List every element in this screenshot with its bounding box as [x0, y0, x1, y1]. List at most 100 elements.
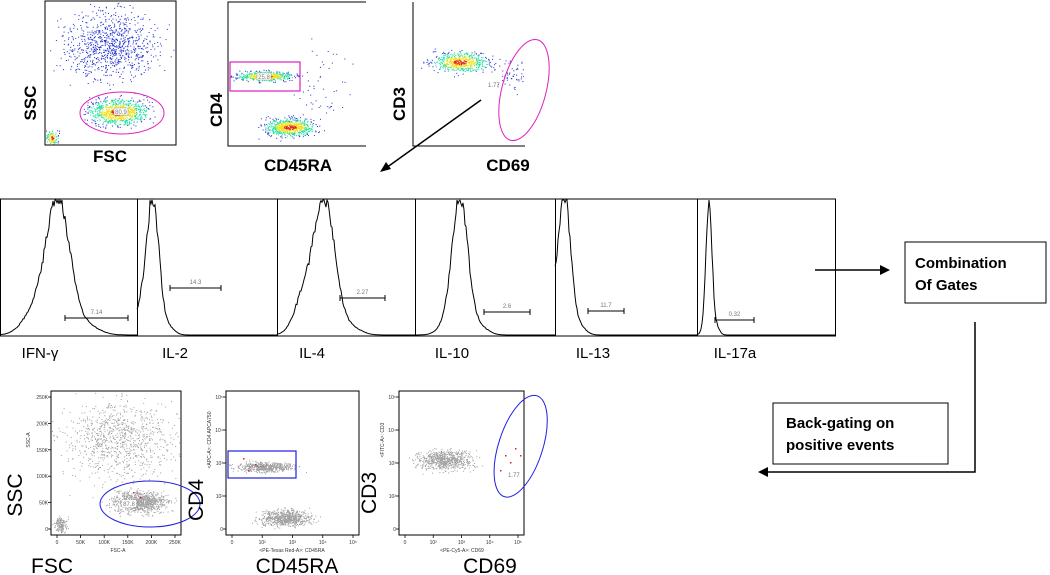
event-dot — [275, 127, 277, 129]
event-dot — [99, 52, 101, 54]
event-dot — [104, 50, 106, 52]
event-dot — [98, 477, 100, 479]
event-dot — [173, 438, 175, 440]
event-dot — [117, 412, 119, 414]
event-dot — [149, 40, 151, 42]
event-dot — [297, 75, 299, 77]
event-dot — [142, 423, 144, 425]
event-dot — [148, 490, 150, 492]
event-dot — [117, 463, 119, 465]
event-dot — [441, 62, 443, 64]
event-dot — [131, 62, 133, 64]
event-dot — [136, 410, 138, 411]
event-dot — [136, 117, 138, 119]
event-dot — [111, 49, 113, 51]
event-dot — [460, 60, 462, 62]
event-dot — [454, 61, 456, 63]
event-dot — [87, 26, 89, 28]
event-dot — [50, 139, 52, 141]
event-dot — [92, 34, 94, 36]
event-dot — [117, 3, 119, 5]
event-dot — [68, 458, 70, 460]
event-dot — [423, 62, 425, 64]
event-dot — [130, 109, 132, 111]
event-dot — [139, 410, 141, 412]
event-dot — [118, 20, 120, 22]
event-dot — [454, 57, 456, 58]
event-dot — [461, 61, 463, 63]
event-dot — [138, 99, 140, 101]
event-dot — [474, 62, 476, 63]
event-dot — [159, 428, 160, 429]
event-dot — [103, 427, 105, 429]
event-dot — [485, 57, 487, 59]
event-dot — [126, 122, 128, 124]
event-dot — [281, 124, 283, 126]
event-dot — [105, 39, 107, 41]
event-dot — [292, 125, 294, 127]
event-dot — [96, 111, 98, 113]
event-dot — [253, 74, 255, 76]
event-dot — [290, 131, 292, 133]
event-dot — [115, 116, 117, 118]
event-dot — [283, 128, 284, 129]
event-dot — [277, 127, 279, 129]
event-dot — [59, 133, 60, 134]
event-dot — [152, 494, 154, 496]
event-dot — [105, 108, 107, 110]
event-dot — [108, 117, 110, 119]
event-dot — [103, 58, 105, 60]
event-dot — [142, 505, 144, 507]
event-dot — [140, 508, 142, 510]
event-dot — [458, 54, 460, 56]
event-dot — [129, 449, 131, 451]
event-dot — [444, 67, 446, 68]
event-dot — [102, 103, 103, 105]
event-dot — [110, 440, 112, 442]
event-dot — [133, 40, 135, 42]
event-dot — [100, 57, 102, 59]
event-dot — [145, 445, 147, 447]
event-dot — [259, 70, 260, 72]
event-dot — [125, 41, 127, 43]
event-dot — [461, 61, 463, 63]
event-dot — [88, 55, 90, 56]
event-dot — [99, 429, 101, 431]
event-dot — [141, 456, 143, 458]
event-dot — [308, 130, 310, 132]
event-dot — [95, 46, 97, 48]
event-dot — [108, 426, 110, 428]
event-dot — [119, 101, 121, 103]
event-dot — [297, 123, 299, 125]
event-dot — [144, 114, 146, 116]
event-dot — [145, 473, 147, 475]
event-dot — [112, 30, 114, 32]
event-dot — [114, 409, 116, 411]
event-dot — [94, 69, 96, 71]
event-dot — [467, 69, 469, 71]
event-dot — [91, 63, 93, 65]
event-dot — [129, 122, 131, 124]
event-dot — [299, 132, 301, 133]
event-dot — [467, 54, 469, 56]
event-dot — [118, 71, 120, 73]
event-dot — [124, 107, 126, 109]
event-dot — [97, 97, 99, 99]
event-dot — [465, 62, 467, 64]
event-dot — [104, 454, 105, 456]
event-dot — [89, 38, 91, 40]
event-dot — [283, 73, 285, 75]
event-dot — [149, 438, 151, 440]
event-dot — [444, 55, 446, 56]
event-dot — [96, 440, 98, 442]
event-dot — [342, 81, 344, 83]
event-dot — [442, 59, 443, 61]
event-dot — [440, 64, 441, 66]
event-dot — [297, 135, 299, 137]
event-dot — [432, 51, 434, 53]
event-dot — [116, 433, 118, 435]
event-dot — [133, 480, 135, 482]
event-dot — [244, 75, 246, 76]
event-dot — [129, 468, 130, 470]
event-dot — [276, 71, 278, 73]
